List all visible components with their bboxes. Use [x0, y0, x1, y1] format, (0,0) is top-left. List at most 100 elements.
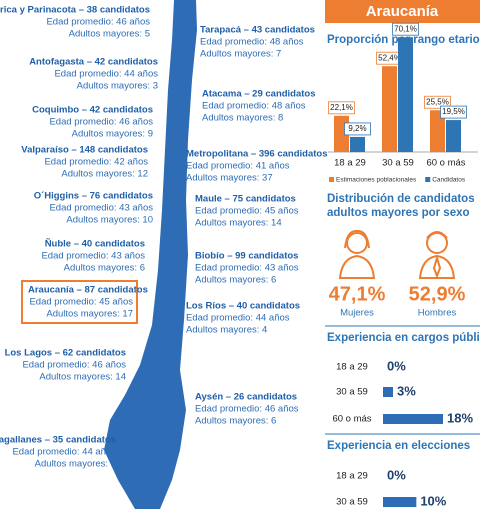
region-seniors: Adultos mayores: 4 [186, 325, 267, 336]
legend-label: Estimaciones poblacionales [336, 177, 417, 184]
region-title: Atacama – 29 candidatos [202, 89, 316, 100]
highlight-box [21, 280, 138, 324]
legend-swatch [425, 177, 431, 182]
x-tick-label: 30 a 59 [382, 158, 414, 169]
region-seniors: Adultos mayores: 6 [195, 416, 276, 427]
value-label: 0% [387, 358, 406, 373]
x-tick-label: 60 o más [426, 158, 465, 169]
bar [350, 136, 365, 152]
legend-swatch [329, 177, 334, 182]
bar [430, 110, 445, 152]
chile-map [104, 0, 197, 509]
men-share: 52,9% [409, 283, 466, 305]
bar [383, 497, 417, 507]
x-tick-label: 18 a 29 [334, 158, 366, 169]
region-age: Edad promedio: 42 años [44, 157, 148, 168]
region-seniors: Adultos mayores: 8 [202, 113, 283, 124]
region-age: Edad promedio: 43 años [41, 251, 145, 262]
gender-title-box: Distribución de candidatos adultos mayor… [327, 193, 475, 219]
region-title: O´Higgins – 76 candidatos [34, 191, 153, 202]
woman-icon [338, 229, 376, 279]
region-seniors: Adultos mayores: 17 [46, 309, 133, 320]
value-label: 9,2% [348, 124, 366, 133]
value-label-box [424, 95, 451, 109]
value-label: 22,1% [330, 103, 353, 112]
bar [383, 414, 443, 424]
value-label: 70,1% [394, 24, 417, 33]
region-seniors: Adultos mayores: 37 [186, 173, 273, 184]
region-title: Ñuble – 40 candidatos [45, 239, 145, 250]
value-label-box [328, 101, 355, 115]
value-label: 19,5% [442, 107, 465, 116]
region-title: Araucanía – 87 candidatos [28, 285, 148, 296]
region-title: Tarapacá – 43 candidatos [200, 25, 315, 36]
region-age: Edad promedio: 45 años [195, 206, 299, 217]
bar [383, 387, 393, 397]
region-age: Edad promedio: 45 años [29, 297, 133, 308]
region-title: Los Ríos – 40 candidatos [186, 301, 300, 312]
region-age: Edad promedio: 46 años [195, 404, 299, 415]
region-seniors: Adultos mayores: 5 [69, 29, 150, 40]
region-seniors: Adultos mayores: 7 [200, 49, 281, 60]
value-label: 25,5% [426, 97, 449, 106]
region-title: Metropolitana – 396 candidatos [186, 149, 327, 160]
value-label-box [392, 22, 419, 36]
women-share: 47,1% [329, 283, 386, 305]
legend-label: Candidatos [432, 177, 466, 184]
value-label-box [440, 105, 467, 119]
value-label: 0% [387, 467, 406, 482]
region-title: Magallanes – 35 candidatos [0, 435, 116, 446]
region-seniors: Adultos mayores: 10 [66, 215, 153, 226]
value-label: 52,4% [378, 53, 401, 62]
category-label: 30 a 59 [336, 497, 368, 508]
region-age: Edad promedio: 43 años [195, 263, 299, 274]
category-label: 30 a 59 [336, 387, 368, 398]
public-office-title: Experiencia en cargos públicos [327, 332, 480, 344]
region-age: Edad promedio: 48 años [200, 37, 304, 48]
region-age: Edad promedio: 43 años [49, 203, 153, 214]
region-age: Edad promedio: 48 años [202, 101, 306, 112]
value-label-box [344, 122, 371, 136]
category-label: 18 a 29 [336, 471, 368, 482]
region-seniors: Adultos mayores: 3 [77, 81, 158, 92]
value-label: 18% [447, 410, 473, 425]
gender-title: Distribución de candidatos adultos mayor… [327, 193, 475, 219]
region-seniors: Adultos mayores: 9 [72, 129, 153, 140]
category-label: 60 o más [332, 414, 371, 425]
panel-title: Araucanía [366, 3, 439, 20]
bar [398, 37, 413, 152]
women-label: Mujeres [340, 308, 374, 319]
region-seniors: Adultos mayores: 14 [195, 218, 282, 229]
region-title: Antofagasta – 42 candidatos [29, 57, 158, 68]
region-seniors: Adultos mayores: 6 [64, 263, 145, 274]
region-seniors: Adultos mayores: 14 [39, 372, 126, 383]
region-title: Biobío – 99 candidatos [195, 251, 298, 262]
panel-header [325, 0, 480, 23]
region-title: Maule – 75 candidatos [195, 194, 296, 205]
value-label: 10% [420, 493, 446, 508]
bar [446, 120, 461, 152]
region-seniors: Adultos mayores: 3 [35, 459, 116, 470]
region-age: Edad promedio: 46 años [46, 17, 150, 28]
region-seniors: Adultos mayores: 12 [61, 169, 148, 180]
elections-title: Experiencia en elecciones [327, 440, 470, 452]
bar [382, 66, 397, 152]
region-age: Edad promedio: 41 años [186, 161, 290, 172]
value-label: 3% [397, 383, 416, 398]
region-title: Valparaíso – 148 candidatos [21, 145, 148, 156]
region-title: Coquimbo – 42 candidatos [32, 105, 153, 116]
region-age: Edad promedio: 44 años [186, 313, 290, 324]
region-title: Los Lagos – 62 candidatos [5, 348, 126, 359]
region-age: Edad promedio: 46 años [22, 360, 126, 371]
region-age: Edad promedio: 44 años [12, 447, 116, 458]
man-icon [418, 231, 456, 279]
region-seniors: Adultos mayores: 6 [195, 275, 276, 286]
region-age: Edad promedio: 46 años [49, 117, 153, 128]
region-title: Arica y Parinacota – 38 candidatos [0, 5, 150, 16]
region-age: Edad promedio: 44 años [54, 69, 158, 80]
men-label: Hombres [418, 308, 457, 319]
category-label: 18 a 29 [336, 362, 368, 373]
region-title: Aysén – 26 candidatos [195, 392, 297, 403]
